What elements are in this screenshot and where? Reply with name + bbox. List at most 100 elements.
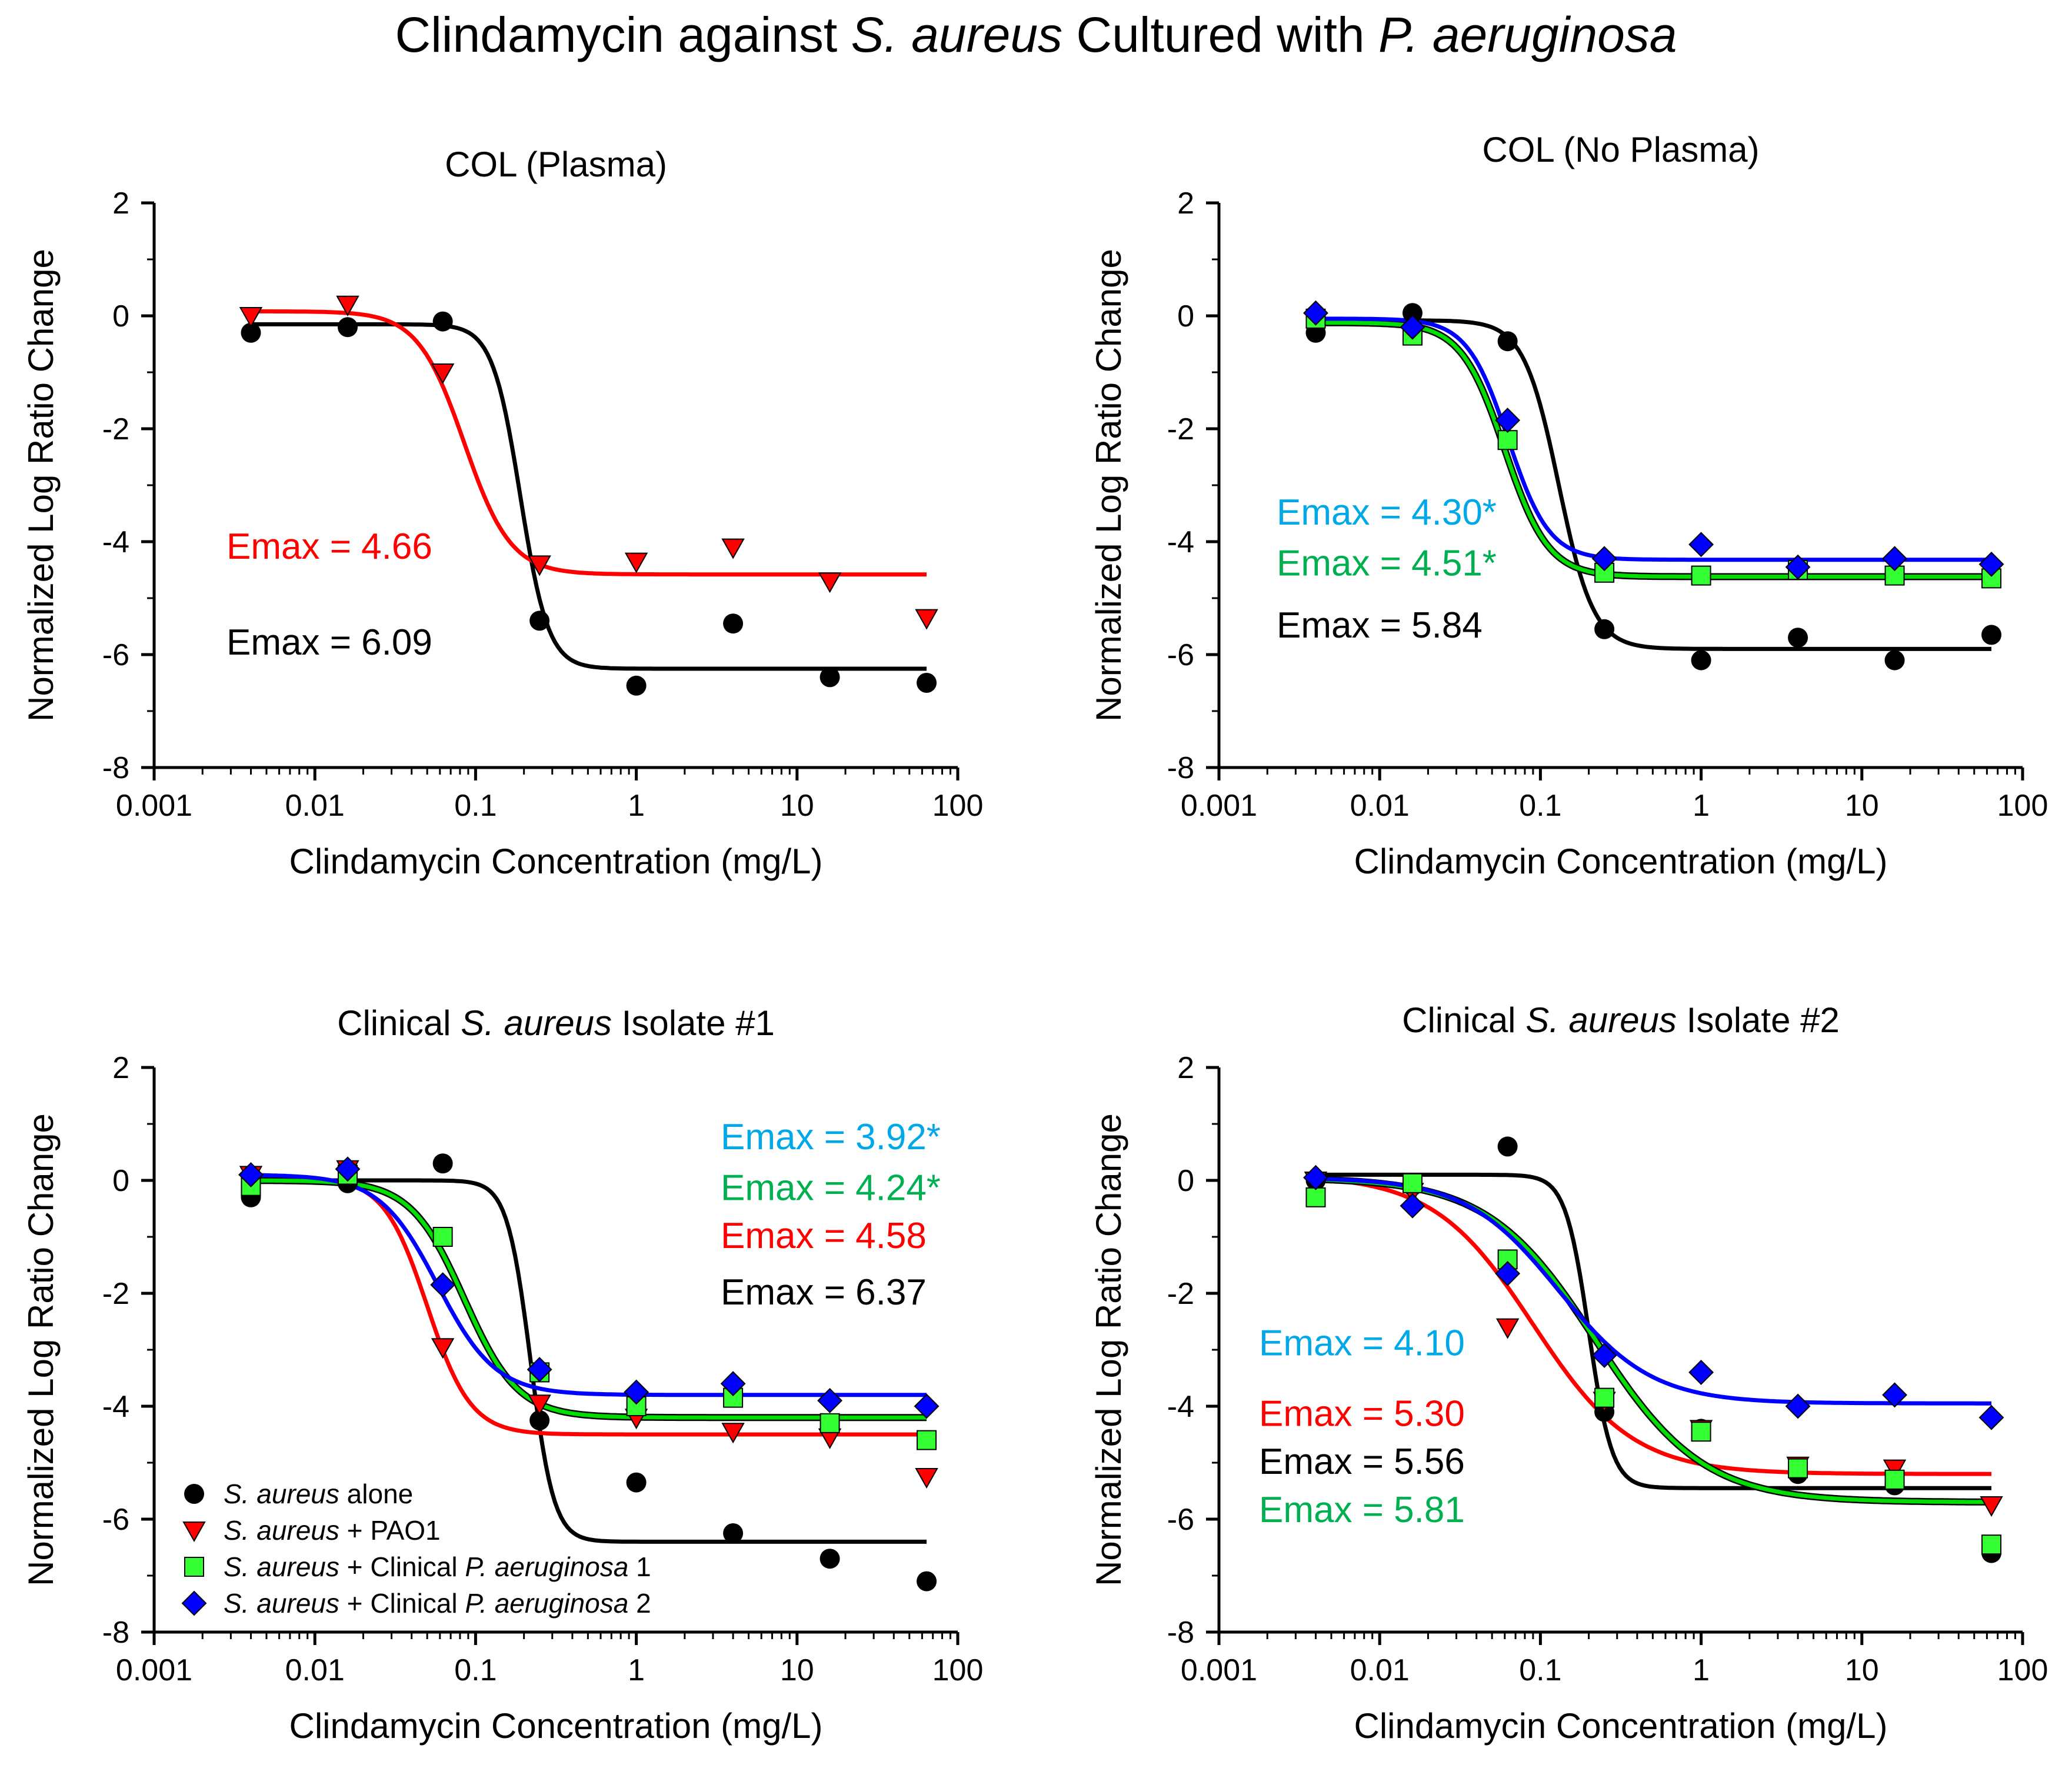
data-point-cpa1 [1691,565,1711,586]
y-axis-label: Normalized Log Ratio Change [21,1113,61,1586]
emax-label: Emax = 6.09 [226,622,432,663]
chart-panel-3: Clinical S. aureus Isolate #1 0.001 0.01 0.… [21,1003,983,1746]
y-tick-label: 0 [112,299,129,333]
y-axis-label: Normalized Log Ratio Change [1089,249,1128,722]
data-point-cpa1 [1594,1387,1615,1408]
data-point-cpa2 [1785,554,1811,580]
legend: S. aureus alone S. aureus + PAO1 S. aureus… [181,1479,651,1619]
data-point-cpa2 [1400,314,1425,340]
data-point-alone [1497,331,1518,352]
x-tick-label: 0.01 [285,1653,345,1687]
legend-item-cpa2: S. aureus + Clinical P. aeruginosa 2 [181,1588,651,1619]
data-point-cpa2 [430,1272,456,1298]
y-axis-label: Normalized Log Ratio Change [1089,1113,1128,1586]
data-point-cpa2 [1303,300,1328,326]
data-point-alone [432,311,453,332]
data-point-alone [1594,619,1615,639]
fit-curve-alone [1315,318,1991,651]
x-tick-label: 1 [628,1653,645,1687]
legend-label: S. aureus alone [224,1479,413,1509]
data-point-cpa2 [527,1357,552,1383]
data-point-alone [529,610,550,631]
data-point-cpa2 [238,1162,264,1187]
x-tick-label: 0.001 [1181,789,1257,823]
data-point-cpa1 [1594,562,1615,583]
y-tick-label: -8 [1167,751,1194,785]
fit-curve-pao1 [251,309,927,577]
figure-title: Clindamycin against S. aureus Cultured w… [395,7,1677,62]
data-point-cpa2 [1303,1165,1328,1190]
x-axis-label: Clindamycin Concentration (mg/L) [289,1706,822,1746]
data-point-cpa2 [335,1156,361,1182]
data-point-pao1 [721,1423,745,1444]
y-tick-label: -8 [102,1616,129,1650]
x-tick-label: 0.1 [454,1653,497,1687]
y-tick-label: 0 [112,1164,129,1198]
data-point-cpa2 [1978,1404,2004,1430]
y-tick-label: -2 [102,412,129,446]
y-tick-label: -4 [102,1390,129,1424]
x-tick-label: 1 [628,789,645,823]
data-point-pao1 [336,295,359,316]
data-point-cpa1 [1691,1422,1711,1442]
data-point-cpa1 [1981,1534,2002,1555]
y-tick-label: 2 [112,186,129,221]
data-point-alone [820,1549,840,1569]
y-tick-label: -8 [1167,1616,1194,1650]
x-tick-label: 0.001 [116,789,192,823]
x-tick-label: 10 [1845,789,1879,823]
chart-panel-2: COL (No Plasma) 0.001 0.01 0.1 1 10 100 2 0 -2 -4 -… [1089,130,2048,881]
data-point-cpa2 [1882,1382,1907,1408]
emax-label: Emax = 5.84 [1277,605,1483,646]
data-point-alone [432,1153,453,1174]
legend-marker [184,1484,204,1504]
x-tick-label: 10 [780,1653,814,1687]
data-point-alone [917,673,937,693]
y-axis-label: Normalized Log Ratio Change [21,249,61,722]
data-point-cpa2 [1688,1359,1714,1385]
y-tick-label: -6 [102,1503,129,1537]
y-tick-label: -2 [1167,412,1194,446]
chart-panel-1: COL (Plasma) 0.001 0.01 0.1 1 10 100 2 0 -2 -4 -6 -8… [21,145,983,881]
data-point-cpa1 [1497,430,1518,451]
data-point-pao1 [1495,1318,1520,1339]
fit-curve-cpa1 [251,1178,927,1420]
data-point-alone [723,613,744,634]
panel-title: COL (Plasma) [445,145,667,184]
fit-curve-cpa1 [1315,321,1991,579]
emax-label: Emax = 5.56 [1259,1442,1465,1482]
x-axis-label: Clindamycin Concentration (mg/L) [289,842,822,881]
y-tick-label: 2 [1177,186,1194,221]
fit-curve-outline [1315,319,1991,580]
emax-label: Emax = 6.37 [721,1272,927,1313]
y-tick-label: -2 [102,1277,129,1311]
data-point-cpa2 [817,1387,842,1413]
data-point-cpa2 [624,1379,649,1405]
x-tick-label: 100 [1997,789,2048,823]
data-point-cpa1 [917,1430,937,1450]
x-axis-label: Clindamycin Concentration (mg/L) [1354,1706,1887,1746]
data-point-pao1 [624,552,648,573]
x-tick-label: 0.01 [1350,1653,1410,1687]
data-point-pao1 [1883,1459,1907,1480]
data-point-pao1 [721,538,745,559]
fit-curve-alone [251,1178,927,1544]
x-tick-label: 0.001 [1181,1653,1257,1687]
emax-label: Emax = 4.51* [1277,543,1497,584]
y-tick-label: -6 [1167,1503,1194,1537]
data-point-pao1 [528,555,551,576]
y-tick-label: -4 [102,525,129,559]
data-point-cpa2 [1591,1343,1617,1369]
data-point-pao1 [915,1468,938,1489]
y-tick-label: -6 [102,638,129,672]
data-point-cpa2 [1400,1193,1425,1219]
data-point-alone [917,1571,937,1591]
data-point-alone [241,322,261,343]
data-point-pao1 [239,307,263,328]
x-tick-label: 10 [780,789,814,823]
x-tick-label: 1 [1693,789,1710,823]
x-tick-label: 100 [932,789,984,823]
data-point-cpa2 [1495,1260,1521,1286]
legend-label: S. aureus + Clinical P. aeruginosa 1 [224,1552,651,1582]
legend-label: S. aureus + Clinical P. aeruginosa 2 [224,1588,651,1619]
